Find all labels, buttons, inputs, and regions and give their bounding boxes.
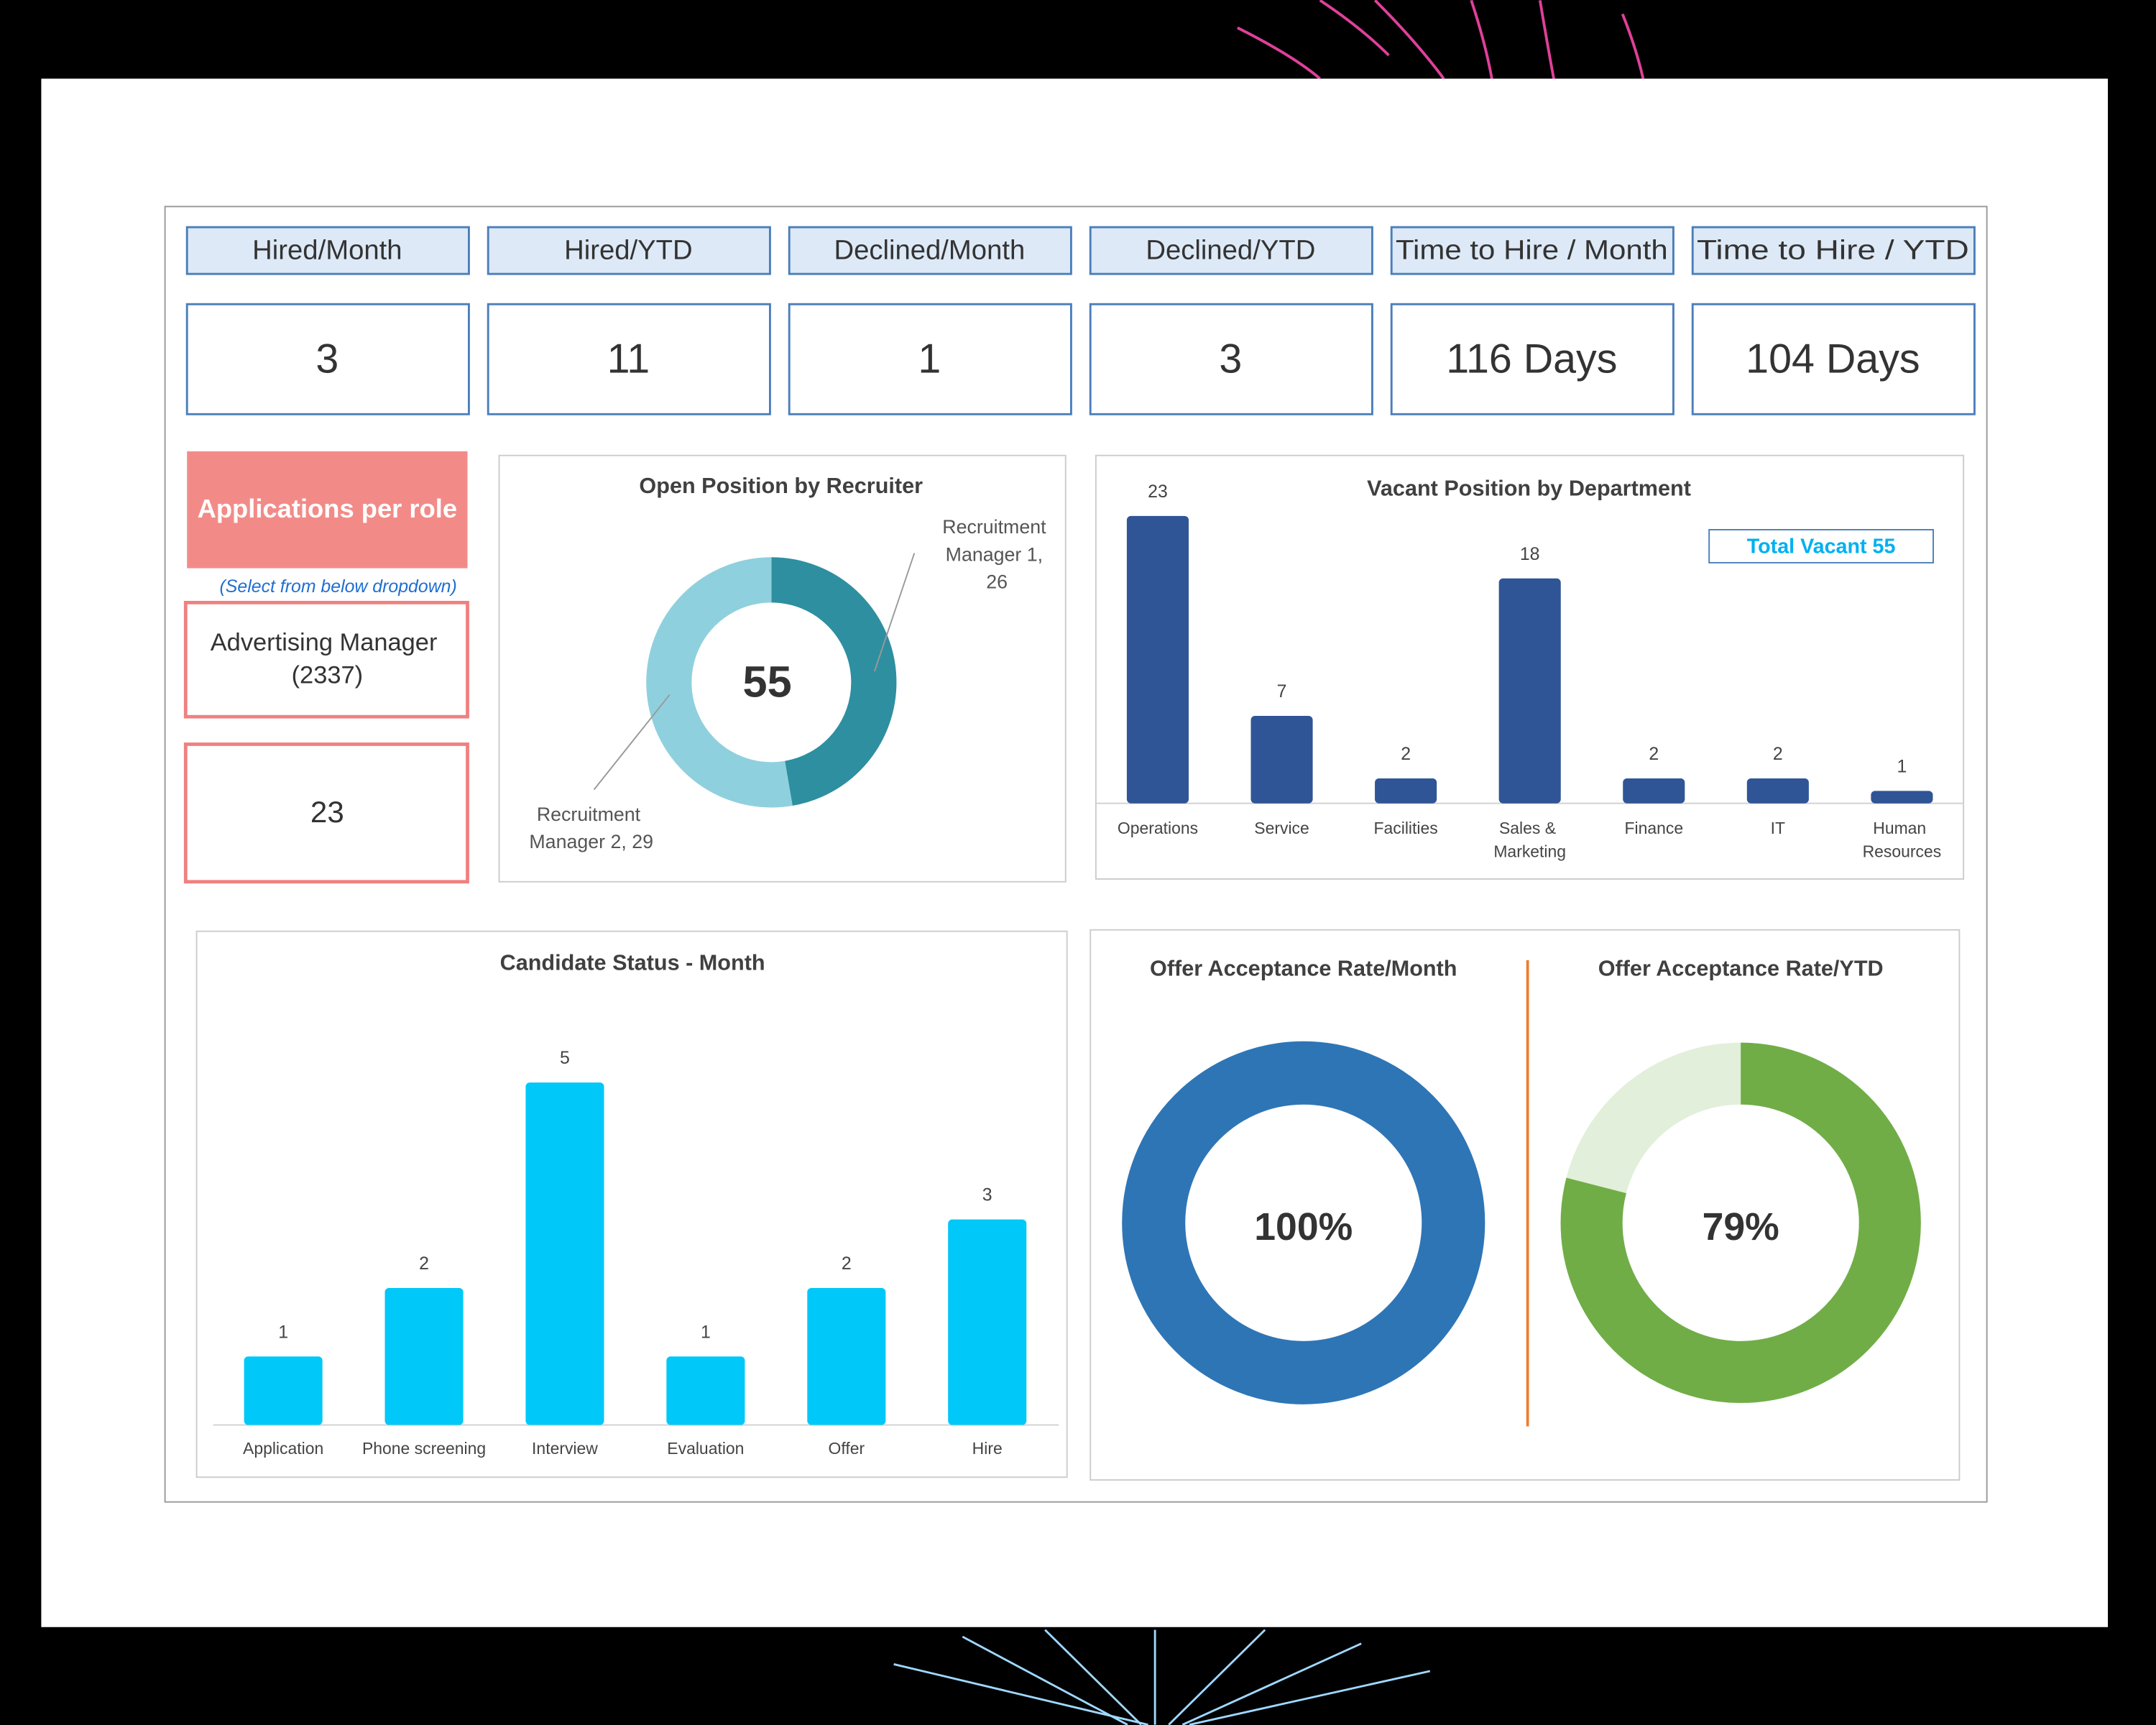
bar xyxy=(1498,578,1561,804)
donut-segment xyxy=(1122,1041,1485,1404)
kpi-value: 11 xyxy=(607,336,650,382)
value-label: 2 xyxy=(1773,744,1783,764)
annotation-box xyxy=(1708,529,1935,564)
fireworks-top xyxy=(1237,0,1645,80)
value-label: 23 xyxy=(1148,482,1168,502)
kpi-label: Hired/Month xyxy=(252,235,402,266)
value-label: 3 xyxy=(982,1185,992,1205)
data-label: Recruitment Manager 1, 26 xyxy=(942,516,1051,593)
value-label: 1 xyxy=(278,1322,288,1342)
value-label: 7 xyxy=(1277,681,1287,702)
kpi-value-box xyxy=(1089,303,1373,415)
value-label: 5 xyxy=(560,1048,570,1068)
kpi-header-box xyxy=(1390,226,1674,275)
kpi-value-box xyxy=(1691,303,1976,415)
x-tick-label: Phone screening xyxy=(362,1439,486,1458)
kpi-value: 104 Days xyxy=(1746,336,1920,382)
chart-title: Open Position by Recruiter xyxy=(639,474,923,498)
chart-title: Vacant Position by Department xyxy=(1367,477,1691,501)
bar xyxy=(244,1356,323,1425)
x-tick-label: Service xyxy=(1254,819,1309,837)
chart-title: Candidate Status - Month xyxy=(500,951,765,975)
x-tick-label: Operations xyxy=(1118,819,1198,837)
bar xyxy=(1623,778,1685,804)
kpi-header-box xyxy=(487,226,771,275)
value-label: 2 xyxy=(1649,744,1659,764)
kpi-value: 116 Days xyxy=(1446,336,1617,382)
x-tick-label: Interview xyxy=(532,1439,598,1458)
kpi-value-box xyxy=(788,303,1072,415)
data-label: Recruitment Manager 2, 29 xyxy=(529,804,653,852)
bar xyxy=(1375,778,1437,804)
kpi-label: Declined/YTD xyxy=(1146,235,1315,266)
bar xyxy=(1126,515,1189,804)
applications-hint: (Select from below dropdown) xyxy=(220,576,457,597)
kpi-header-box xyxy=(1089,226,1373,275)
panel xyxy=(195,930,1068,1478)
kpi-label: Time to Hire / Month xyxy=(1396,235,1668,266)
bar xyxy=(807,1287,886,1425)
donut-segment xyxy=(646,557,897,808)
bar xyxy=(525,1082,604,1425)
kpi-header-box xyxy=(788,226,1072,275)
x-tick-label: Human Resources xyxy=(1863,819,1942,861)
kpi-header-box xyxy=(1691,226,1976,275)
kpi-value: 3 xyxy=(1219,336,1242,382)
bar xyxy=(948,1219,1027,1425)
x-tick-label: Facilities xyxy=(1374,819,1438,837)
applications-header xyxy=(187,451,468,569)
panel xyxy=(1089,929,1961,1481)
bar xyxy=(1871,791,1933,804)
kpi-label: Hired/YTD xyxy=(564,235,693,266)
annotation: Total Vacant 55 xyxy=(1747,535,1896,558)
leader-line xyxy=(593,694,671,791)
x-tick-label: Finance xyxy=(1624,819,1683,837)
gauge-label: 100% xyxy=(1254,1206,1353,1248)
x-tick-label: Sales & Marketing xyxy=(1493,819,1566,861)
kpi-value-box xyxy=(487,303,771,415)
value-label: 1 xyxy=(1897,756,1907,776)
kpi-label: Declined/Month xyxy=(834,235,1025,266)
bar xyxy=(384,1287,464,1425)
fireworks-bottom xyxy=(893,1629,1431,1725)
x-tick-label: Application xyxy=(243,1439,323,1458)
value-label: 2 xyxy=(419,1254,429,1274)
leader-line xyxy=(873,553,916,672)
value-label: 2 xyxy=(1401,744,1411,764)
applications-title: Applications per role xyxy=(198,494,458,523)
role-dropdown[interactable] xyxy=(183,601,469,719)
x-tick-label: Hire xyxy=(972,1439,1003,1458)
panel xyxy=(498,454,1067,883)
bar xyxy=(666,1356,745,1425)
x-tick-label: Offer xyxy=(829,1439,865,1458)
applications-value-box xyxy=(183,742,469,884)
kpi-value: 1 xyxy=(918,336,941,382)
x-tick-label: IT xyxy=(1771,819,1785,837)
bar xyxy=(1250,716,1313,804)
kpi-value: 3 xyxy=(315,336,338,382)
kpi-label: Time to Hire / YTD xyxy=(1697,235,1969,266)
value-label: 18 xyxy=(1520,544,1540,564)
kpi-value-box xyxy=(185,303,470,415)
donut-segment xyxy=(1560,1042,1921,1403)
kpi-header-box xyxy=(185,226,470,275)
chart-title: Offer Acceptance Rate/Month xyxy=(1150,956,1457,980)
kpi-value-box xyxy=(1390,303,1674,415)
role-name: Advertising Manager (2337) xyxy=(211,629,444,689)
bar xyxy=(1746,778,1809,804)
value-label: 1 xyxy=(701,1322,711,1342)
gauge-label: 79% xyxy=(1703,1206,1779,1248)
value-label: 2 xyxy=(842,1254,852,1274)
applications-value: 23 xyxy=(310,795,344,829)
donut-total: 55 xyxy=(743,657,792,706)
x-tick-label: Evaluation xyxy=(667,1439,744,1458)
chart-title: Offer Acceptance Rate/YTD xyxy=(1598,956,1884,980)
